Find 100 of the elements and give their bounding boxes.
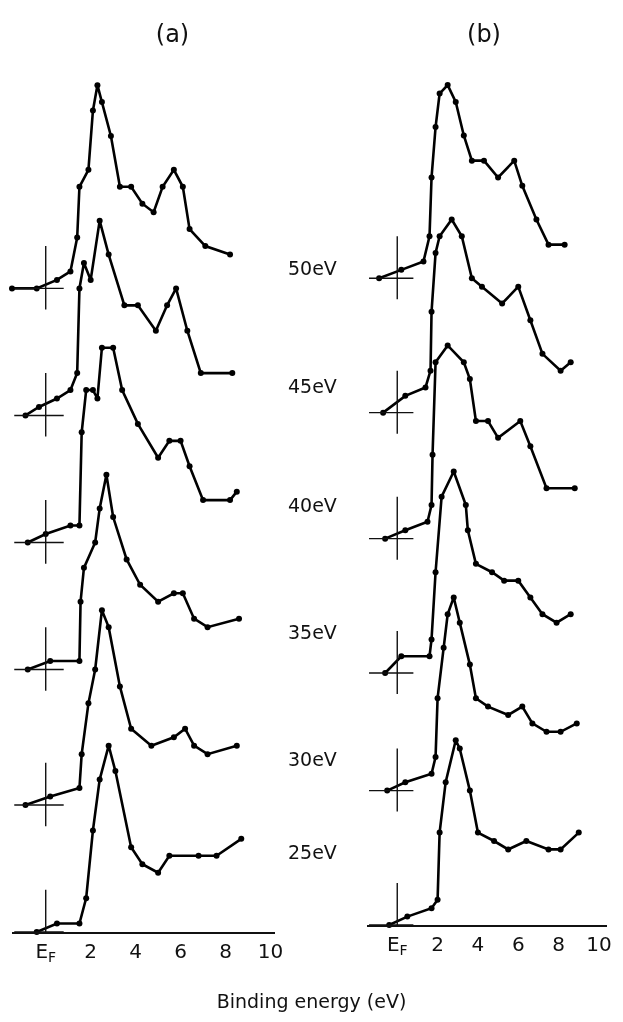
point: [67, 387, 74, 394]
point: [561, 241, 568, 248]
point: [448, 216, 455, 223]
point: [98, 344, 105, 351]
point: [112, 768, 119, 775]
point: [442, 779, 449, 786]
point: [204, 624, 211, 631]
point: [402, 527, 409, 534]
point: [539, 611, 546, 618]
point: [96, 505, 103, 512]
point: [501, 577, 508, 584]
point: [110, 344, 117, 351]
point: [557, 846, 564, 853]
point: [74, 234, 81, 241]
point: [422, 384, 429, 391]
point: [434, 695, 441, 702]
x-tick-label: 8: [219, 938, 232, 963]
point: [429, 451, 436, 458]
point: [213, 852, 220, 859]
text: 50eV: [288, 257, 337, 279]
point: [76, 183, 83, 190]
point: [186, 463, 193, 470]
point: [485, 703, 492, 710]
point: [460, 132, 467, 139]
text: 35eV: [288, 621, 337, 643]
point: [77, 598, 84, 605]
x-tick-label: 6: [174, 938, 187, 963]
point: [195, 852, 202, 859]
point: [519, 182, 526, 189]
text: 40eV: [288, 494, 337, 516]
point: [170, 166, 177, 173]
point: [398, 266, 405, 273]
point: [134, 420, 141, 427]
point: [92, 539, 99, 546]
point: [150, 209, 157, 216]
x-tick-label: 8: [552, 931, 565, 956]
point: [505, 712, 512, 719]
point: [197, 370, 204, 377]
point: [83, 895, 90, 902]
point: [116, 683, 123, 690]
point: [229, 370, 236, 377]
point: [233, 488, 240, 495]
point: [428, 308, 435, 315]
point: [182, 725, 189, 732]
point: [511, 157, 518, 164]
point: [529, 720, 536, 727]
point: [94, 82, 101, 89]
point: [67, 268, 74, 275]
point: [468, 275, 475, 282]
point: [78, 751, 85, 758]
point: [573, 720, 580, 727]
point: [428, 502, 435, 509]
point: [98, 607, 105, 614]
point: [436, 233, 443, 240]
x-tick-label: 4: [129, 938, 142, 963]
point: [96, 217, 103, 224]
text: 25eV: [288, 841, 337, 863]
chart-title: (a): [155, 19, 190, 48]
point: [505, 846, 512, 853]
point: [78, 429, 85, 436]
point: [458, 233, 465, 240]
point: [236, 615, 243, 622]
point: [545, 846, 552, 853]
point: [420, 258, 427, 265]
point: [517, 418, 524, 425]
x-tick-label: 2: [431, 931, 444, 956]
point: [466, 787, 473, 794]
x-tick-label: 2: [84, 938, 98, 963]
point: [466, 661, 473, 668]
point: [47, 658, 54, 665]
point: [155, 598, 162, 605]
point: [103, 471, 110, 478]
point: [85, 166, 92, 173]
point: [53, 276, 60, 283]
point: [98, 99, 105, 106]
point: [166, 437, 173, 444]
x-tick-label: E$_{F}$: [35, 938, 57, 965]
point: [139, 200, 146, 207]
point: [436, 829, 443, 836]
point: [553, 619, 560, 626]
point: [404, 913, 411, 920]
point: [137, 581, 144, 588]
point: [80, 260, 87, 266]
point: [428, 905, 435, 912]
point: [89, 387, 96, 394]
point: [466, 376, 473, 383]
point: [491, 838, 498, 845]
point: [179, 183, 186, 190]
point: [485, 418, 492, 425]
point: [121, 302, 128, 309]
point: [94, 395, 101, 402]
point: [191, 742, 198, 749]
point: [85, 700, 92, 707]
point: [128, 183, 135, 190]
point: [173, 285, 180, 292]
point: [495, 174, 502, 181]
point: [432, 754, 439, 761]
point: [519, 703, 526, 710]
point: [545, 241, 552, 248]
chart-title: (b): [467, 19, 501, 48]
